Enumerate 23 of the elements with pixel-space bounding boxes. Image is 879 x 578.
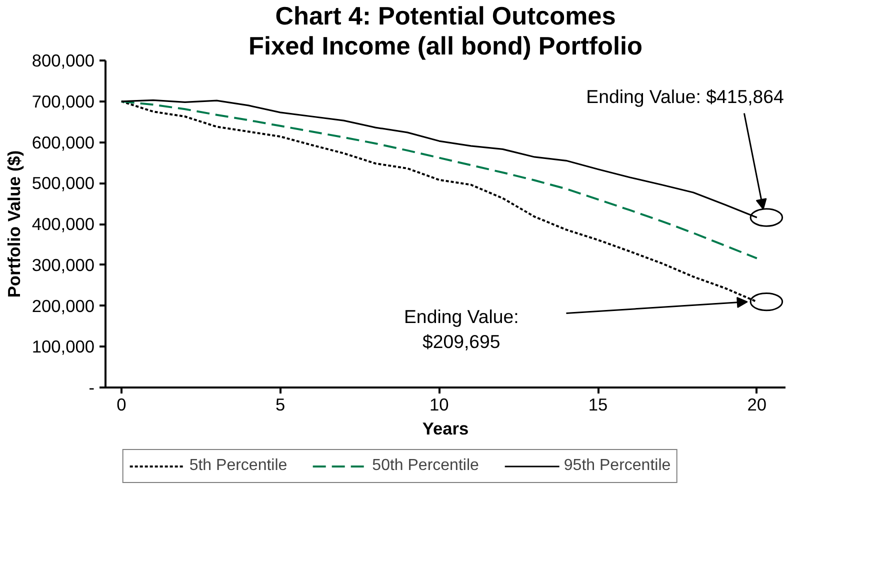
annotation: Ending Value: $415,864 <box>586 86 784 108</box>
legend-label: 95th Percentile <box>564 457 671 475</box>
y-tick-label: 500,000 <box>32 173 95 194</box>
legend-label: 50th Percentile <box>372 457 479 475</box>
y-tick-label: 100,000 <box>32 336 95 357</box>
x-tick-label: 20 <box>747 394 767 414</box>
y-tick-label: 300,000 <box>32 254 95 275</box>
x-axis-title: Years <box>422 418 469 438</box>
x-tick-label: 10 <box>430 394 449 414</box>
y-tick-label: 800,000 <box>32 50 95 70</box>
y-tick-label: 400,000 <box>32 214 95 234</box>
y-tick-label: - <box>88 378 95 398</box>
x-tick-label: 15 <box>588 394 608 414</box>
chart-title: Chart 4: Potential Outcomes <box>275 2 616 30</box>
y-tick-label: 700,000 <box>32 91 95 112</box>
annotation: Ending Value: $209,695 <box>404 306 519 352</box>
legend-label: 5th Percentile <box>189 457 288 475</box>
x-tick-label: 0 <box>116 394 126 414</box>
chart-subtitle: Fixed Income (all bond) Portfolio <box>248 32 642 60</box>
y-tick-label: 600,000 <box>32 132 95 152</box>
x-tick-label: 5 <box>275 394 286 414</box>
y-tick-label: 200,000 <box>32 296 95 316</box>
y-axis-title: Portfolio Value ($) <box>4 150 24 298</box>
